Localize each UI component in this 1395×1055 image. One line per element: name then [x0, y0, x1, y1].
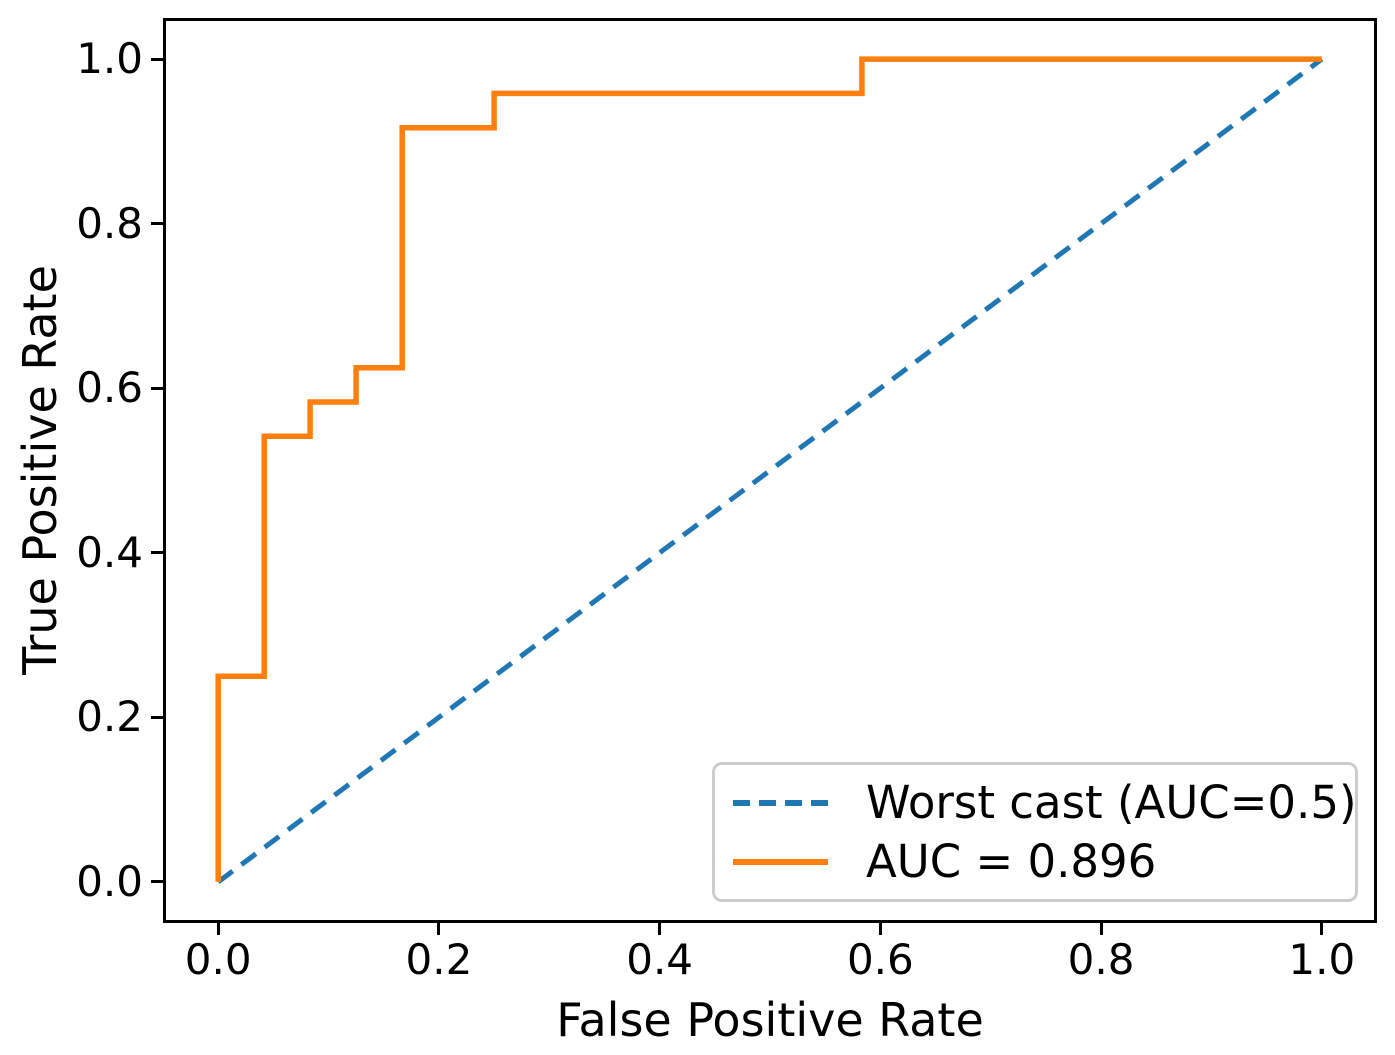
y-tick-label: 0.8 — [76, 198, 143, 248]
legend-item-roc-auc: AUC = 0.896 — [733, 837, 1337, 887]
solid-line-sample — [733, 858, 828, 865]
y-tick-mark — [151, 880, 163, 884]
x-tick-label: 0.6 — [846, 935, 914, 984]
x-tick-label: 0.8 — [1067, 935, 1135, 984]
y-tick-mark — [151, 386, 163, 390]
x-tick-mark — [1099, 923, 1103, 935]
y-tick-label: 1.0 — [76, 34, 143, 84]
worst-case-diagonal-line — [216, 57, 1324, 884]
x-tick-mark — [437, 923, 441, 935]
x-axis-label: False Positive Rate — [556, 993, 984, 1047]
x-tick-mark — [658, 923, 662, 935]
x-tick-mark — [878, 923, 882, 935]
x-tick-label: 1.0 — [1288, 935, 1356, 984]
x-tick-label: 0.4 — [626, 935, 694, 984]
y-tick-label: 0.0 — [76, 856, 143, 906]
x-tick-label: 0.2 — [405, 935, 473, 984]
y-axis-label: True Positive Rate — [13, 265, 67, 675]
x-tick-label: 0.0 — [184, 935, 252, 984]
y-tick-mark — [151, 57, 163, 61]
roc-curve-line — [215, 56, 1322, 882]
y-tick-mark — [151, 222, 163, 226]
legend: Worst cast (AUC=0.5) AUC = 0.896 — [712, 762, 1358, 902]
y-tick-mark — [151, 715, 163, 719]
y-tick-label: 0.2 — [76, 692, 143, 742]
legend-item-label: AUC = 0.896 — [866, 834, 1157, 888]
legend-item-label: Worst cast (AUC=0.5) — [866, 775, 1357, 829]
x-tick-mark — [216, 923, 220, 935]
x-tick-mark — [1320, 923, 1324, 935]
y-tick-label: 0.6 — [76, 363, 143, 413]
curves-canvas — [215, 56, 1324, 884]
dashed-line-sample — [733, 799, 828, 806]
y-tick-label: 0.4 — [76, 527, 143, 577]
legend-item-worst-case: Worst cast (AUC=0.5) — [733, 778, 1357, 828]
y-tick-mark — [151, 551, 163, 555]
